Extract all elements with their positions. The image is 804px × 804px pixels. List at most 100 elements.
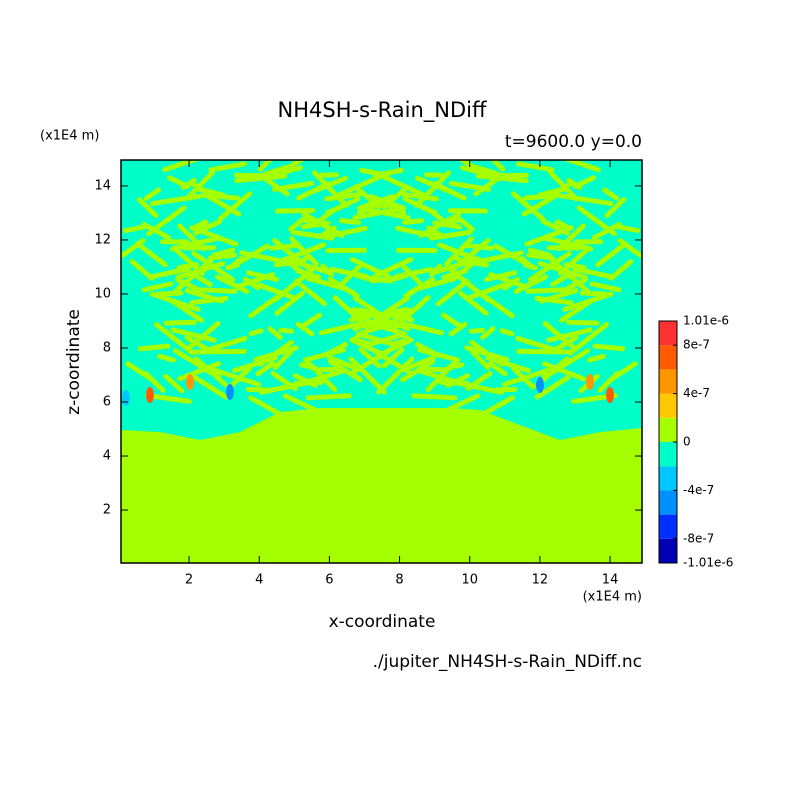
field-stripe: [176, 361, 222, 382]
field-stripe: [437, 393, 481, 417]
y-tick-label: 10: [94, 286, 111, 301]
field-spot: [122, 390, 130, 406]
field-stripe: [516, 364, 561, 383]
colorbar-band: [659, 466, 677, 491]
field-stripe: [326, 355, 359, 371]
field-stripe: [349, 256, 392, 279]
field-stripe: [376, 356, 415, 395]
field-stripe: [338, 218, 362, 225]
field-stripe: [458, 290, 489, 316]
x-unit: (x1E4 m): [583, 590, 642, 605]
chart-title: NH4SH-s-Rain_NDiff: [278, 98, 487, 123]
field-stripe: [298, 362, 318, 371]
field-stripe: [320, 263, 334, 277]
footer: ./jupiter_NH4SH-s-Rain_NDiff.nc: [373, 652, 642, 672]
field-stripe: [561, 160, 601, 173]
field-stripe: [202, 364, 247, 383]
field-stripe: [356, 194, 395, 216]
field-stripe: [457, 274, 491, 303]
field-stripe: [122, 223, 150, 234]
subtitle: t=9600.0 y=0.0: [505, 132, 642, 152]
field-stripe: [272, 274, 306, 303]
y-tick-label: 14: [94, 178, 111, 193]
field-stripe: [434, 217, 461, 228]
field-stripe: [170, 327, 217, 343]
field-stripe: [194, 274, 213, 287]
field-stripe: [401, 191, 439, 202]
field-stripe: [576, 205, 617, 237]
field-spot: [186, 374, 194, 390]
field-stripe: [248, 395, 294, 423]
field-stripe: [278, 327, 295, 334]
field-stripe: [147, 266, 191, 280]
y-tick-label: 8: [103, 340, 111, 355]
field-stripe: [136, 197, 159, 219]
field-stripe: [340, 263, 362, 286]
field-stripe: [242, 276, 261, 291]
x-tick-label: 10: [461, 573, 478, 588]
field-stripe: [595, 241, 629, 268]
field-stripe: [190, 181, 209, 195]
field-stripe: [579, 290, 608, 297]
field-stripe: [436, 242, 485, 264]
x-axis-label: x-coordinate: [329, 612, 436, 632]
field-stripe: [429, 263, 443, 277]
field-stripe: [401, 263, 423, 286]
field-stripe: [189, 295, 229, 306]
field-stripe: [262, 164, 290, 177]
colorbar-label: -4e-7: [683, 483, 714, 497]
field-stripe: [281, 256, 309, 278]
colorbar-band: [659, 442, 677, 467]
field-stripe: [319, 321, 362, 336]
field-stripe: [282, 393, 326, 417]
y-unit: (x1E4 m): [40, 129, 99, 144]
field-stripe: [613, 223, 641, 234]
field-stripe: [542, 320, 579, 352]
field-stripe: [239, 250, 282, 263]
colorbar-band: [659, 345, 677, 370]
field-stripe: [519, 255, 535, 270]
colorbar-band: [659, 514, 677, 539]
field-stripe: [473, 164, 501, 177]
field-stripe: [401, 218, 425, 225]
field-stripe: [608, 259, 634, 281]
field-stripe: [248, 328, 264, 337]
field-stripe: [464, 345, 510, 363]
field-stripe: [454, 380, 505, 395]
colorbar-band: [659, 321, 677, 346]
field-stripe: [415, 175, 452, 194]
field-stripe: [267, 326, 283, 340]
field-stripe: [256, 282, 298, 301]
field-stripe: [502, 276, 521, 291]
field-stripe: [460, 165, 489, 177]
field-stripe: [363, 275, 394, 284]
field-stripe: [358, 347, 382, 369]
x-tick-label: 2: [185, 573, 193, 588]
field-stripe: [565, 319, 600, 326]
field-stripe: [445, 362, 465, 371]
y-tick-label: 6: [103, 395, 111, 410]
colorbar-label: -8e-7: [683, 531, 714, 545]
field-stripe: [302, 217, 329, 228]
field-stripe: [534, 374, 571, 400]
field-stripe: [193, 287, 238, 294]
field-stripe: [348, 356, 387, 395]
field-stripe: [515, 161, 555, 173]
field-stripe: [208, 161, 248, 173]
field-stripe: [457, 216, 475, 232]
field-stripe: [327, 358, 363, 383]
field-stripe: [180, 177, 197, 191]
field-stripe: [129, 259, 155, 281]
field-stripe: [300, 369, 345, 386]
field-stripe: [192, 374, 229, 400]
colorbar-band: [659, 369, 677, 394]
field-stripe: [146, 205, 187, 237]
field-stripe: [149, 193, 204, 207]
field-stripe: [589, 281, 622, 293]
field-stripe: [244, 378, 262, 387]
field-stripe: [141, 281, 174, 293]
field-stripe: [414, 341, 438, 356]
field-stripe: [510, 191, 546, 222]
field-stripe: [163, 373, 185, 394]
